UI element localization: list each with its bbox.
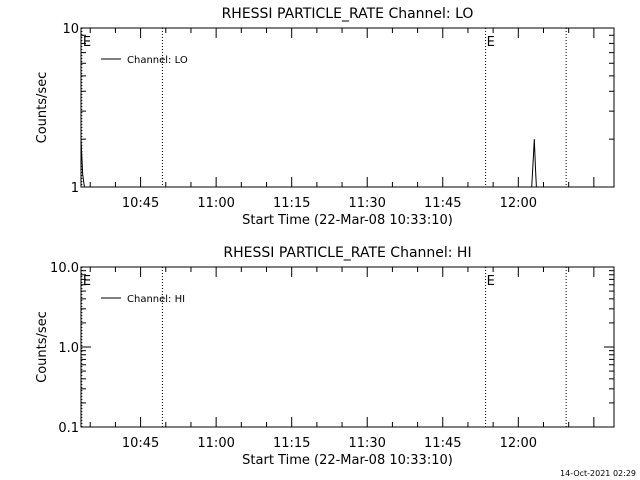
series-line — [80, 139, 85, 188]
x-tick-label: 11:45 — [424, 196, 461, 211]
x-tick-label: 12:00 — [500, 436, 537, 451]
y-tick-label: 10 — [62, 22, 79, 37]
x-axis-label: Start Time (22-Mar-08 10:33:10) — [242, 213, 453, 228]
event-marker-label: E — [83, 274, 91, 289]
legend-entry: Channel: HI — [127, 294, 185, 305]
y-tick-label: 0.1 — [58, 421, 79, 436]
plot-panel-lo: RHESSI PARTICLE_RATE Channel: LO 1 10 10:45… — [35, 6, 615, 228]
x-tick-label: 11:15 — [273, 196, 310, 211]
event-marker-label: E — [487, 274, 495, 289]
chart-title: RHESSI PARTICLE_RATE Channel: HI — [223, 245, 471, 261]
x-tick-label: 11:30 — [348, 196, 385, 211]
x-tick-label: 12:00 — [500, 196, 537, 211]
x-tick-label: 11:30 — [348, 436, 385, 451]
footer-timestamp: 14-Oct-2021 02:29 — [560, 469, 636, 478]
x-tick-label: 11:00 — [197, 196, 234, 211]
x-axis-label: Start Time (22-Mar-08 10:33:10) — [242, 453, 453, 468]
legend-entry: Channel: LO — [127, 55, 188, 66]
x-tick-label: 11:15 — [273, 436, 310, 451]
plot-frame — [80, 266, 615, 428]
chart-title: RHESSI PARTICLE_RATE Channel: LO — [222, 6, 474, 22]
series-line — [531, 139, 537, 188]
y-tick-label: 10.0 — [50, 261, 79, 276]
x-tick-label: 10:45 — [122, 436, 159, 451]
plot-panel-hi: RHESSI PARTICLE_RATE Channel: HI 0.1 1.0 10… — [35, 245, 615, 468]
x-tick-label: 11:00 — [197, 436, 234, 451]
x-tick-label: 10:45 — [122, 196, 159, 211]
y-tick-label: 1 — [71, 181, 79, 196]
x-tick-label: 11:45 — [424, 436, 461, 451]
event-marker-label: E — [487, 35, 495, 50]
plot-frame — [80, 27, 615, 188]
y-tick-label: 1.0 — [58, 341, 79, 356]
event-marker-label: E — [83, 35, 91, 50]
y-axis-label: Counts/sec — [35, 72, 50, 144]
y-axis-label: Counts/sec — [35, 311, 50, 383]
